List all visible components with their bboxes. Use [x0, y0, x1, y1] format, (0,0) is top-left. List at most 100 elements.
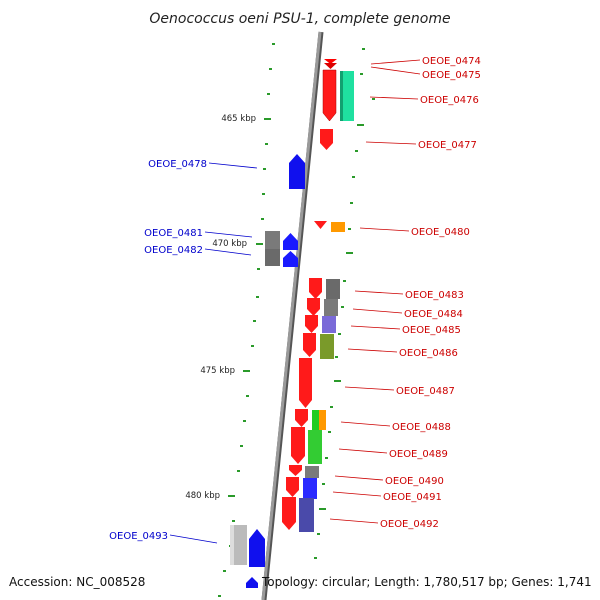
- leader-0477: [365, 141, 417, 145]
- tick-mark: [362, 48, 365, 50]
- gene-label-0475[interactable]: OEOE_0475: [422, 70, 481, 81]
- gene-0474-glyph-b[interactable]: [324, 63, 337, 69]
- leader-0481: [204, 231, 253, 238]
- tick-mark: [352, 176, 355, 178]
- tick-mark: [372, 98, 375, 100]
- gene-0482-grey[interactable]: [265, 249, 280, 266]
- gene-0490-grey[interactable]: [305, 466, 319, 478]
- gene-label-0488[interactable]: OEOE_0488: [392, 422, 451, 433]
- tick-mark: [338, 333, 341, 335]
- gene-0486-olive[interactable]: [320, 334, 334, 359]
- leader-0489: [338, 448, 388, 454]
- gene-0485-purple[interactable]: [322, 316, 336, 333]
- gene-0482-glyph[interactable]: [283, 251, 298, 267]
- tick-mark: [232, 520, 235, 522]
- map-title: Oenococcus oeni PSU-1, complete genome: [149, 11, 450, 27]
- gene-label-0491[interactable]: OEOE_0491: [383, 492, 442, 503]
- gene-0480-orange[interactable]: [331, 222, 345, 232]
- leader-0493: [169, 534, 218, 544]
- gene-0475-glyph[interactable]: [322, 69, 337, 122]
- gene-0485-glyph[interactable]: [305, 315, 318, 333]
- gene-0483-grey[interactable]: [326, 279, 340, 299]
- tick-mark: [314, 557, 317, 559]
- gene-0476-glyph[interactable]: [340, 71, 354, 121]
- gene-label-0486[interactable]: OEOE_0486: [399, 348, 458, 359]
- gene-0494-glyph[interactable]: [246, 577, 258, 588]
- leader-0491: [332, 491, 382, 497]
- gene-0491-glyph[interactable]: [286, 477, 299, 497]
- gene-label-0483[interactable]: OEOE_0483: [405, 290, 464, 301]
- gene-0477-glyph[interactable]: [320, 129, 333, 150]
- tick-mark: [330, 406, 333, 408]
- gene-0474-glyph[interactable]: [324, 59, 337, 64]
- gene-label-0492[interactable]: OEOE_0492: [380, 519, 439, 530]
- gene-0488-orange[interactable]: [319, 410, 326, 430]
- gene-0492-glyph[interactable]: [282, 497, 296, 530]
- gene-label-0481[interactable]: OEOE_0481: [144, 228, 203, 239]
- gene-label-0485[interactable]: OEOE_0485: [402, 325, 461, 336]
- tick-mark: [228, 495, 235, 497]
- tick-mark: [265, 143, 268, 145]
- gene-0484-glyph[interactable]: [307, 298, 320, 316]
- tick-mark: [253, 320, 256, 322]
- gene-label-0476[interactable]: OEOE_0476: [420, 95, 479, 106]
- gene-0493-grey[interactable]: [230, 525, 247, 565]
- gene-0487-glyph[interactable]: [299, 358, 312, 408]
- gene-label-0484[interactable]: OEOE_0484: [404, 309, 463, 320]
- scale-label-465: 465 kbp: [221, 114, 256, 124]
- gene-label-0487[interactable]: OEOE_0487: [396, 386, 455, 397]
- gene-0488-green[interactable]: [312, 410, 320, 430]
- leader-0485: [350, 325, 401, 330]
- gene-0486-glyph[interactable]: [303, 333, 316, 357]
- scale-label-470: 470 kbp: [212, 239, 247, 249]
- tick-mark: [272, 43, 275, 45]
- tick-mark: [328, 431, 331, 433]
- gene-0493-glyph[interactable]: [249, 529, 265, 567]
- gene-label-0478[interactable]: OEOE_0478: [148, 159, 207, 170]
- tick-mark: [334, 380, 341, 382]
- gene-label-0490[interactable]: OEOE_0490: [385, 476, 444, 487]
- gene-label-0493[interactable]: OEOE_0493: [109, 531, 168, 542]
- gene-0489-glyph[interactable]: [291, 427, 305, 464]
- tick-mark: [257, 268, 260, 270]
- gene-0478-glyph[interactable]: [289, 154, 305, 189]
- leader-0476: [369, 96, 419, 100]
- gene-0492-navy[interactable]: [299, 498, 314, 532]
- tick-mark: [218, 595, 221, 597]
- gene-0483-glyph[interactable]: [309, 278, 322, 299]
- gene-label-0477[interactable]: OEOE_0477: [418, 140, 477, 151]
- tick-mark: [256, 243, 263, 245]
- leader-0483: [354, 290, 404, 295]
- summary-text: Topology: circular; Length: 1,780,517 bp…: [261, 575, 592, 589]
- gene-0488-glyph[interactable]: [295, 409, 308, 427]
- gene-0484-grey[interactable]: [324, 299, 338, 316]
- gene-0490-glyph[interactable]: [289, 465, 302, 476]
- gene-label-0489[interactable]: OEOE_0489: [389, 449, 448, 460]
- leader-0488: [340, 421, 391, 427]
- tick-mark: [262, 193, 265, 195]
- gene-0480-glyph[interactable]: [314, 221, 327, 229]
- gene-0481-grey[interactable]: [265, 231, 280, 251]
- tick-mark: [243, 420, 246, 422]
- tick-mark: [355, 150, 358, 152]
- leader-0492: [329, 518, 379, 524]
- gene-label-0474[interactable]: OEOE_0474: [422, 56, 481, 67]
- gene-0491-blue[interactable]: [303, 478, 317, 499]
- tick-mark: [341, 306, 344, 308]
- tick-mark: [335, 356, 338, 358]
- tick-mark: [360, 73, 363, 75]
- leader-0487: [344, 386, 395, 391]
- gene-label-0480[interactable]: OEOE_0480: [411, 227, 470, 238]
- tick-mark: [346, 252, 353, 254]
- tick-mark: [357, 124, 364, 126]
- tick-mark: [319, 508, 326, 510]
- leader-0474: [370, 59, 421, 65]
- gene-0481-glyph[interactable]: [283, 233, 298, 250]
- tick-mark: [237, 470, 240, 472]
- right-ticks: [314, 48, 375, 559]
- tick-mark: [246, 395, 249, 397]
- leader-0486: [347, 348, 398, 353]
- gene-0489-green[interactable]: [308, 430, 322, 464]
- gene-label-0482[interactable]: OEOE_0482: [144, 245, 203, 256]
